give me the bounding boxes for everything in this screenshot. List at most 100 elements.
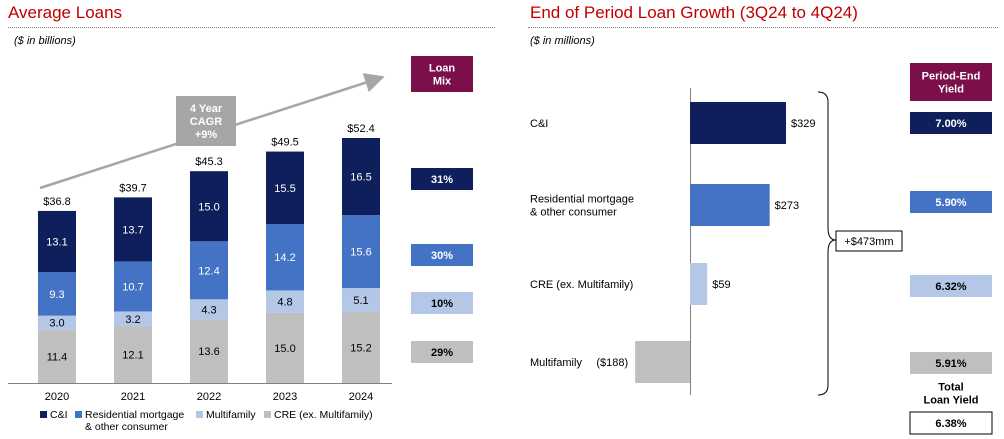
category-label: Residential mortgage [530, 194, 634, 206]
legend-label: CRE (ex. Multifamily) [274, 409, 373, 421]
cagr-text: 4 Year [190, 103, 223, 115]
yield-header-text: Yield [938, 84, 964, 96]
total-yield-box [909, 411, 993, 435]
growth-value-label: $273 [775, 200, 799, 212]
loan-mix-header-text: Mix [433, 76, 452, 88]
bar-segment [38, 210, 76, 273]
bar-segment [266, 290, 304, 313]
category-label: C&I [530, 118, 548, 130]
category-label: CRE (ex. Multifamily) [530, 279, 633, 291]
total-yield-label: Total [938, 382, 963, 394]
bar-segment [266, 224, 304, 291]
average-loans-chart: 11.4 3.0 9.3 13.1 $36.8 2020 12.1 3.2 10.7 13.7 $3… [8, 56, 473, 433]
x-tick-label: 2022 [197, 391, 221, 403]
bar-total-label: $49.5 [271, 137, 299, 149]
yield-header [910, 63, 992, 101]
loan-mix-value: 30% [431, 250, 453, 262]
segment-value-label: 11.4 [47, 351, 68, 363]
bar-total-label: $45.3 [195, 156, 223, 168]
bar-total-label: $36.8 [43, 196, 71, 208]
total-change-box [835, 230, 903, 252]
x-tick-label: 2021 [121, 391, 145, 403]
yield-badge [910, 275, 992, 297]
cagr-text: +9% [195, 129, 218, 141]
right-title-divider [528, 27, 998, 28]
cagr-text: CAGR [190, 116, 222, 128]
bar-segment [38, 272, 76, 316]
chart-legend: C&I Residential mortgage& other consumer M… [40, 409, 373, 433]
bar-segment [190, 241, 228, 300]
bar-segment [114, 326, 152, 383]
segment-value-label: 12.4 [198, 265, 219, 277]
bar-segment [190, 299, 228, 320]
bar-segment [38, 315, 76, 330]
loan-mix-badge [411, 292, 473, 314]
bar-segment [342, 215, 380, 289]
category-label: & other consumer [530, 207, 617, 219]
loan-mix-badge [411, 244, 473, 266]
loan-mix-value: 31% [431, 174, 453, 186]
legend-label: & other consumer [85, 421, 168, 433]
segment-value-label: 12.1 [122, 350, 143, 362]
bar-segment [114, 197, 152, 262]
average-loans-title: Average Loans [8, 3, 123, 22]
left-title-divider [8, 27, 495, 28]
segment-value-label: 9.3 [49, 289, 64, 301]
growth-value-label: $329 [791, 118, 815, 130]
yield-value: 7.00% [935, 118, 966, 130]
total-change-label: +$473mm [844, 236, 893, 248]
x-tick-label: 2023 [273, 391, 297, 403]
legend-swatch [264, 411, 271, 418]
loan-growth-chart: C&I $329 Residential mortgage& other consu… [530, 63, 993, 435]
bar-segment [114, 261, 152, 312]
loan-mix-header [411, 56, 473, 92]
segment-value-label: 13.1 [46, 237, 67, 249]
loan-mix-header-text: Loan [429, 63, 456, 75]
segment-value-label: 3.0 [49, 318, 64, 330]
legend-label: C&I [50, 409, 68, 421]
bar-segment [266, 312, 304, 383]
legend-swatch [40, 411, 47, 418]
legend-swatch [75, 411, 82, 418]
segment-value-label: 4.8 [277, 297, 292, 309]
bar-total-label: $39.7 [119, 182, 147, 194]
yield-header-text: Period-End [922, 71, 981, 83]
growth-bar [690, 263, 708, 305]
legend-label: Multifamily [206, 409, 256, 421]
bar-segment [342, 288, 380, 312]
segment-value-label: 15.6 [350, 247, 371, 259]
bar-segment [266, 151, 304, 225]
yield-badge [910, 352, 992, 374]
segment-value-label: 13.6 [198, 346, 219, 358]
segment-value-label: 15.2 [350, 342, 371, 354]
yield-value: 5.91% [935, 358, 966, 370]
bar-segment [190, 171, 228, 242]
growth-value-label: ($188) [596, 357, 628, 369]
growth-value-label: $59 [712, 279, 730, 291]
total-yield-value: 6.38% [935, 418, 966, 430]
bar-total-label: $52.4 [347, 123, 375, 135]
segment-value-label: 16.5 [350, 172, 371, 184]
growth-bar [690, 184, 770, 226]
x-tick-label: 2024 [349, 391, 373, 403]
yield-value: 5.90% [935, 197, 966, 209]
bar-segment [38, 329, 76, 383]
bar-stacks: 11.4 3.0 9.3 13.1 $36.8 2020 12.1 3.2 10.7 13.7 $3… [8, 96, 392, 403]
category-label: Multifamily [530, 357, 582, 369]
yield-value: 6.32% [935, 281, 966, 293]
legend-label: Residential mortgage [85, 409, 184, 421]
growth-bar [690, 102, 786, 144]
cagr-box [176, 96, 236, 146]
growth-bar [635, 341, 690, 383]
loan-growth-units: ($ in millions) [530, 35, 595, 47]
loan-mix-value: 29% [431, 347, 453, 359]
segment-value-label: 14.2 [274, 252, 295, 264]
loan-mix-value: 10% [431, 298, 453, 310]
segment-value-label: 15.0 [198, 201, 219, 213]
average-loans-units: ($ in billions) [14, 35, 76, 47]
segment-value-label: 3.2 [125, 314, 140, 326]
growth-bracket [817, 91, 837, 396]
